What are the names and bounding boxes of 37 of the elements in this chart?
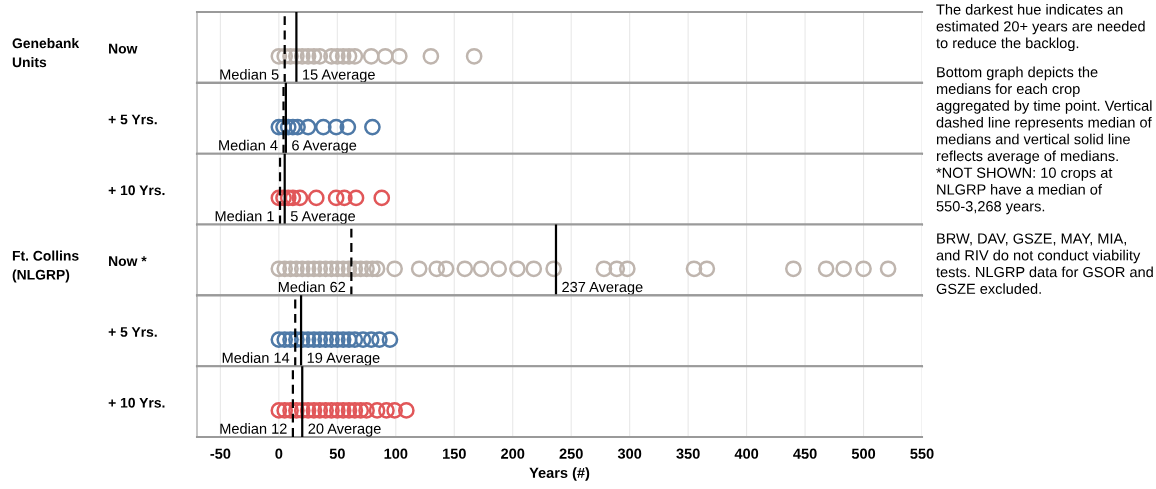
x-axis-title: Years (#) xyxy=(529,467,590,481)
y-tick-label: + 10 Yrs. xyxy=(108,185,165,196)
ref-line-label: 15 Average xyxy=(303,69,375,83)
text: BRW, DAV, GSZE, MAY, MIA, and RIV do not conduct viability tests. NLGRP data for GSOR and GSZE excluded. xyxy=(936,233,1153,295)
ref-line-label: Median 12 xyxy=(220,423,287,434)
ref-line-label: Median 62 xyxy=(278,281,346,293)
ref-line-label: Median 14 xyxy=(222,352,290,363)
ref-line-label: 237 Average xyxy=(562,281,643,296)
x-tick-label: 150 xyxy=(443,448,466,459)
y-tick-label: + 10 Yrs. xyxy=(108,397,165,408)
x-tick-label: 500 xyxy=(851,448,876,459)
ref-line-label: Median 4 xyxy=(219,139,278,151)
x-tick-label: 400 xyxy=(734,448,759,459)
x-tick-label: 50 xyxy=(329,448,345,459)
y-tick-label: Now xyxy=(109,43,138,54)
x-tick-label: 450 xyxy=(793,448,817,459)
y-tick-label: Now * xyxy=(109,256,147,267)
y-tick-label: + 5 Yrs. xyxy=(108,114,157,125)
x-tick-label: 100 xyxy=(384,448,408,459)
text: The darkest hue indicates an estimated 20+ years are needed to reduce the backlog. xyxy=(936,4,1145,52)
ref-line-label: Median 1 xyxy=(215,210,274,222)
ref-line-label: 6 Average xyxy=(292,140,357,154)
text: Genebank Units xyxy=(12,38,80,68)
x-tick-label: 350 xyxy=(676,448,700,459)
x-tick-label: 550 xyxy=(910,448,934,459)
text: Ft. Collins (NLGRP) xyxy=(12,250,79,283)
ref-line-label: 19 Average xyxy=(307,352,380,366)
x-tick-label: 0 xyxy=(275,448,283,459)
x-tick-label: 200 xyxy=(501,448,525,459)
ref-line-label: 5 Average xyxy=(290,211,356,225)
y-tick-label: + 5 Yrs. xyxy=(108,327,157,337)
ref-line-label: 20 Average xyxy=(308,423,381,437)
ref-line-label: Median 5 xyxy=(220,68,279,80)
x-tick-label: -50 xyxy=(210,448,231,459)
text: Bottom graph depicts the medians for each crop aggregated by time point. Vertical dashed line represents median of medians and vertical solid line reflects average of medians. *NOT SHOWN: 10 crops at NLGRP have a median of 550-3,268 years. xyxy=(936,66,1152,215)
x-tick-label: 300 xyxy=(617,448,642,459)
x-tick-label: 250 xyxy=(559,448,583,459)
